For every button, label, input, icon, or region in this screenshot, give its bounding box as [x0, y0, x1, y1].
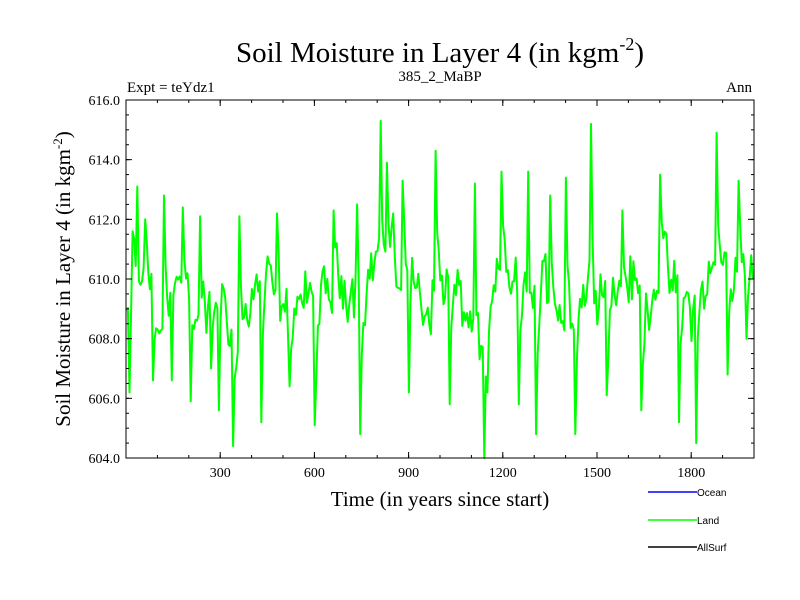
subtitle-season: Ann — [726, 80, 752, 96]
legend: Ocean Land AllSurf — [648, 488, 727, 554]
legend-allsurf-label: AllSurf — [697, 543, 727, 554]
subtitle-experiment: Expt = teYdz1 — [127, 80, 215, 96]
y-tick-label: 612.0 — [89, 213, 121, 228]
y-axis-label: Soil Moisture in Layer 4 (in kgm-2) — [50, 131, 75, 426]
y-tick-label: 614.0 — [89, 154, 121, 169]
legend-ocean-label: Ocean — [697, 488, 726, 499]
x-axis: 300 600 900 1200 1500 1800 — [156, 100, 724, 481]
subtitle-period: 385_2_MaBP — [398, 69, 481, 85]
y-tick-label: 608.0 — [89, 333, 121, 348]
chart-title-superscript: -2 — [619, 34, 634, 54]
series-land-line — [125, 119, 754, 459]
x-tick-label: 1200 — [489, 466, 517, 481]
x-tick-label: 1800 — [677, 466, 705, 481]
chart-title-suffix: ) — [634, 37, 644, 69]
x-tick-label: 1500 — [583, 466, 611, 481]
y-tick-label: 610.0 — [89, 273, 121, 288]
legend-land-label: Land — [697, 516, 719, 527]
y-axis-label-suffix: ) — [51, 131, 75, 138]
x-tick-label: 600 — [304, 466, 325, 481]
x-axis-label: Time (in years since start) — [331, 487, 550, 511]
y-axis-label-superscript: -2 — [50, 138, 65, 149]
y-axis-label-text: Soil Moisture in Layer 4 (in kgm — [51, 149, 75, 427]
chart-title-text: Soil Moisture in Layer 4 (in kgm — [236, 37, 620, 69]
x-tick-label: 900 — [398, 466, 419, 481]
x-tick-label: 300 — [210, 466, 231, 481]
y-axis: 604.0 606.0 608.0 610.0 612.0 614.0 616.0 — [89, 94, 754, 467]
plot-data-group — [125, 119, 754, 459]
y-tick-label: 616.0 — [89, 94, 121, 109]
y-tick-label: 606.0 — [89, 392, 121, 407]
y-tick-label: 604.0 — [89, 452, 121, 467]
chart-title: Soil Moisture in Layer 4 (in kgm-2) — [236, 34, 644, 69]
